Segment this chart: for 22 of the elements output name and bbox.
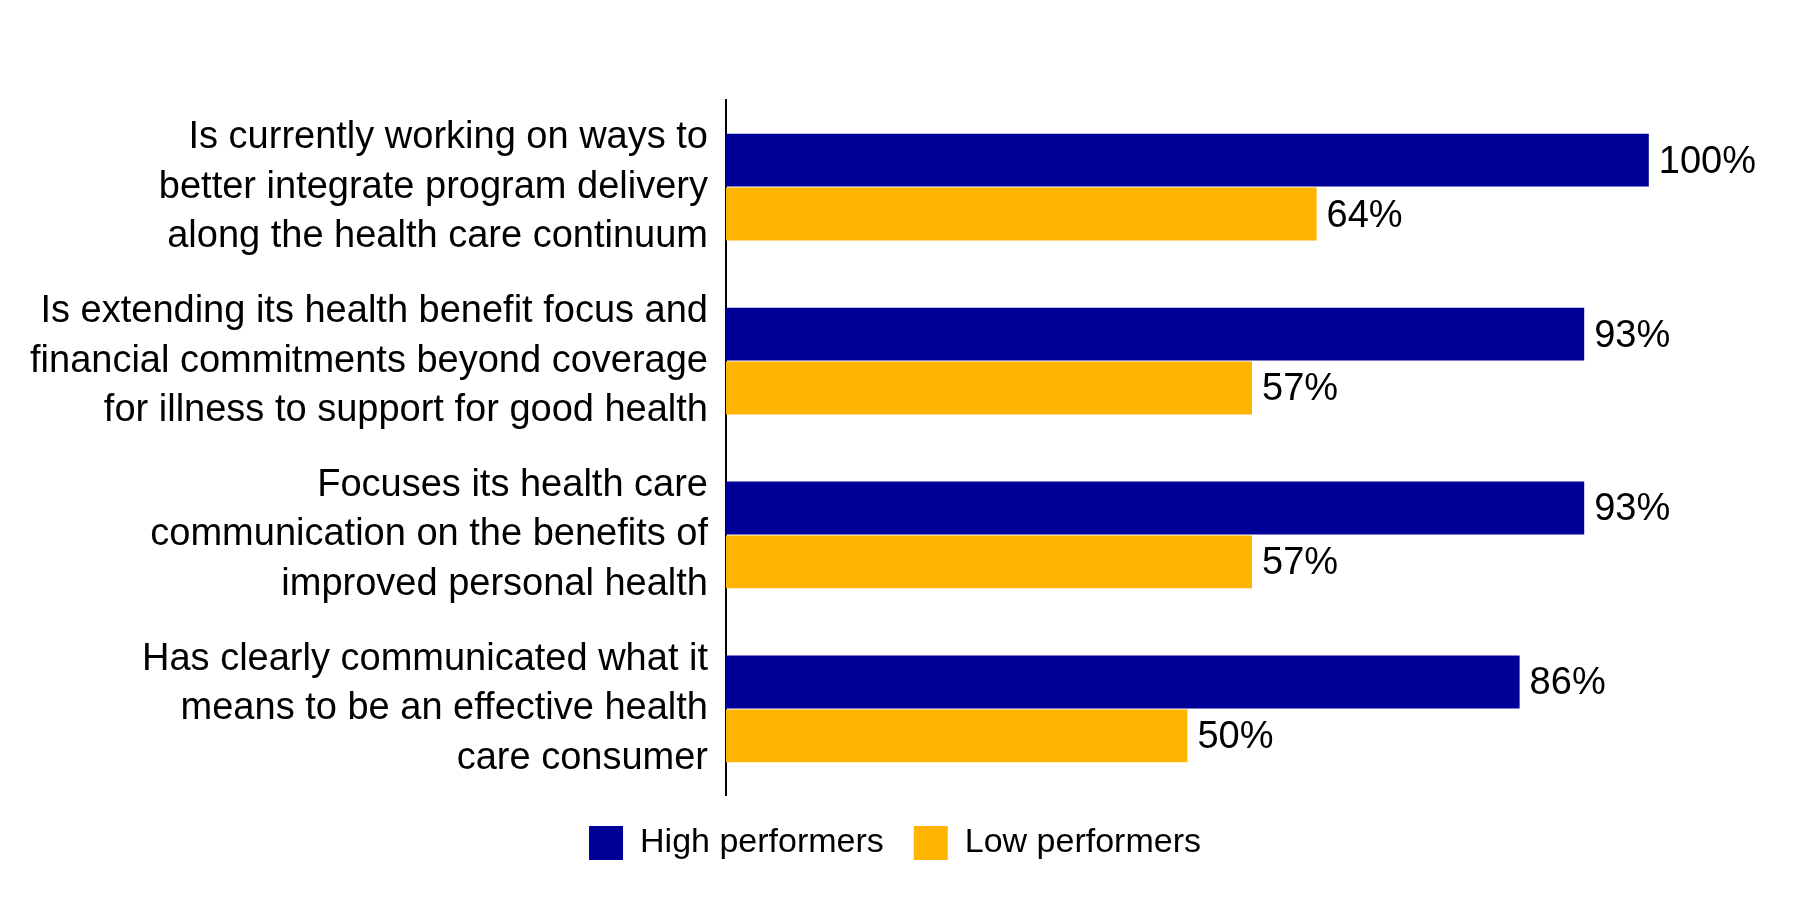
y-tick-label: Has clearly communicated what it means to be an effective health care consumer — [142, 636, 709, 777]
bar — [726, 481, 1585, 535]
y-tick-label: Focuses its health care communication on the benefits of improved personal health — [150, 462, 709, 603]
legend-label: High performers — [640, 821, 884, 860]
bar — [726, 307, 1585, 361]
bar — [726, 187, 1317, 241]
y-tick-label: Is extending its health benefit focus and financial commitments beyond coverage for illness to support for good health — [29, 288, 709, 429]
data-label: 93% — [1594, 312, 1671, 355]
data-label: 64% — [1326, 192, 1403, 235]
y-tick-label: Is currently working on ways to better integrate program delivery along the health care continuum — [158, 114, 709, 255]
bar — [726, 535, 1252, 589]
data-label: 100% — [1658, 138, 1757, 181]
data-label: 50% — [1197, 714, 1274, 757]
bar — [726, 655, 1520, 709]
data-label: 93% — [1594, 486, 1671, 529]
legend-label: Low performers — [964, 821, 1201, 860]
data-label: 57% — [1262, 366, 1339, 409]
bar — [726, 133, 1649, 187]
data-label: 57% — [1262, 540, 1339, 583]
data-label: 86% — [1529, 660, 1606, 703]
bar — [726, 361, 1252, 415]
bar — [726, 709, 1188, 763]
